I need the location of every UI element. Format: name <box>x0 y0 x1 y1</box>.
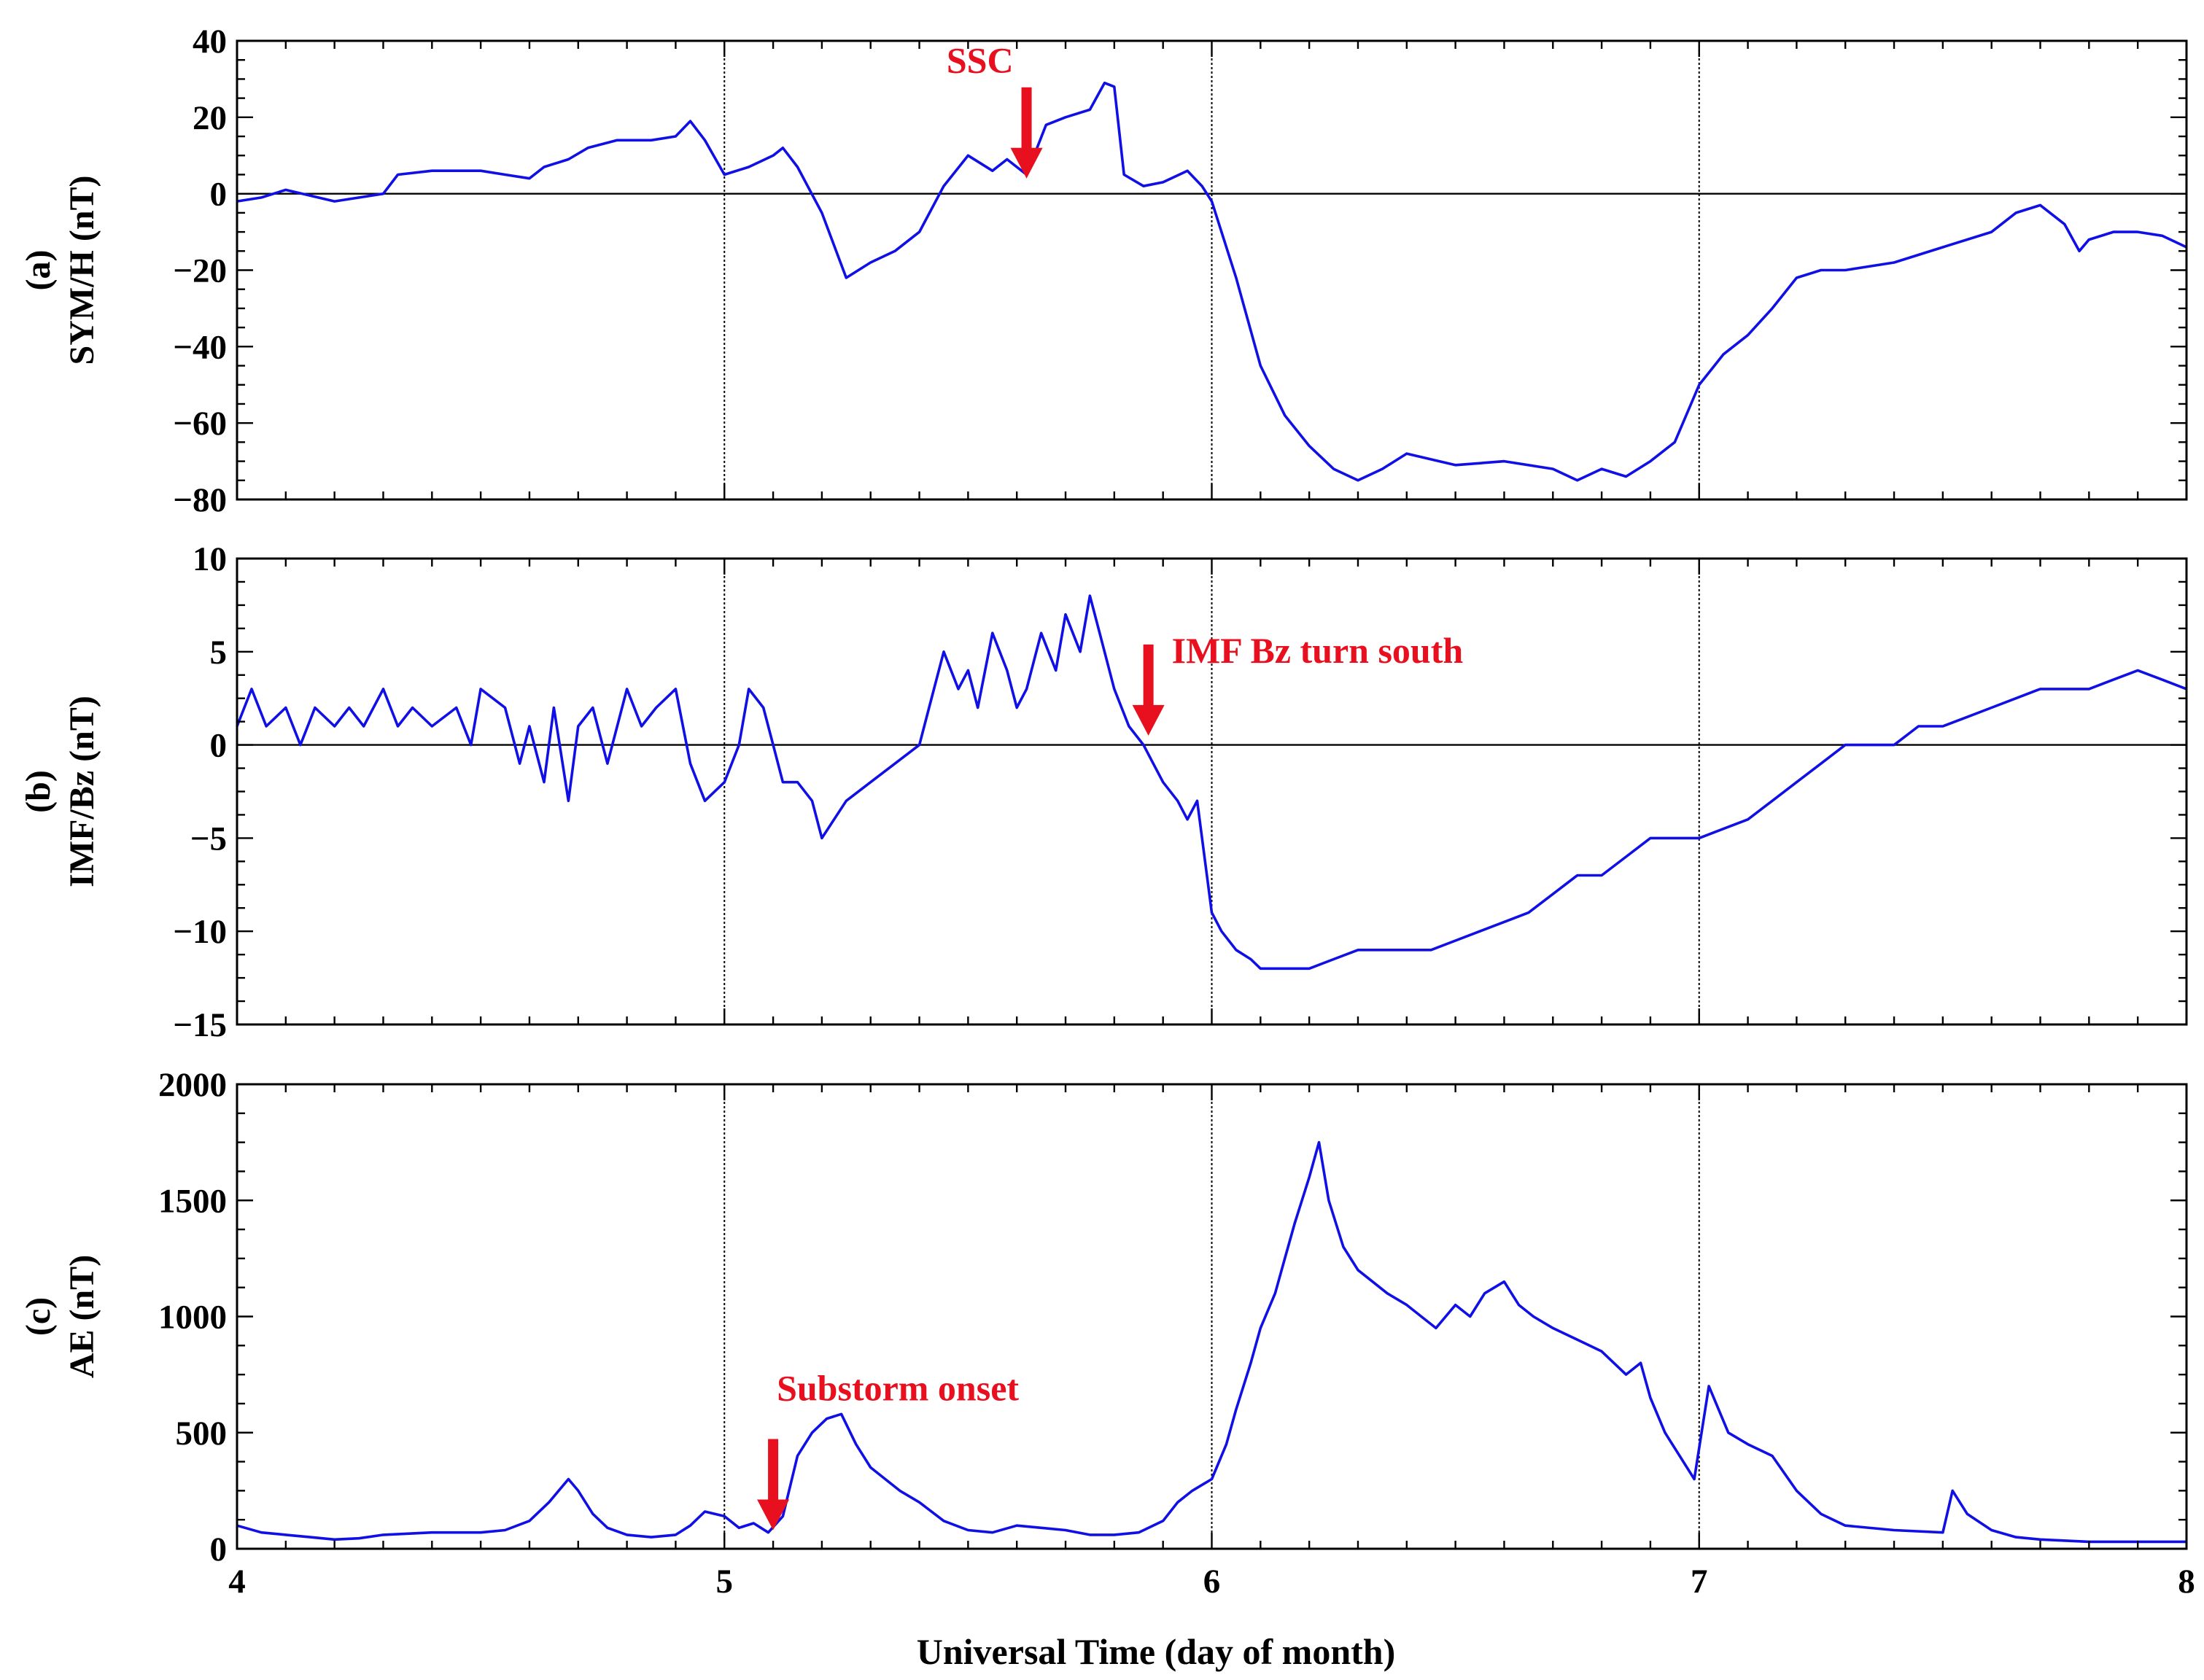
annotation-label: Substorm onset <box>777 1368 1019 1409</box>
annotation-arrow-head <box>1010 147 1043 179</box>
y-tick-label: 0 <box>210 727 228 765</box>
x-tick-label: 7 <box>1691 1563 1708 1601</box>
panel-label: (b) <box>19 770 58 813</box>
y-tick-label: −5 <box>190 820 227 858</box>
y-tick-label: 5 <box>210 634 228 672</box>
x-tick-label: 8 <box>2178 1563 2195 1601</box>
panel-b: −15 −10 −5 0 5 10 IMF/Bz (nT)(b) IMF Bz turn so… <box>19 540 2188 1044</box>
y-tick-label: 40 <box>193 23 227 61</box>
y-tick-label: 0 <box>210 1531 228 1568</box>
y-tick-label: 2000 <box>158 1066 227 1104</box>
y-tick-label: −20 <box>173 252 227 290</box>
y-tick-label: −60 <box>173 405 227 443</box>
y-tick-label: −80 <box>173 481 227 519</box>
y-tick-label: 20 <box>193 99 227 137</box>
y-tick-label: 1500 <box>158 1182 227 1220</box>
x-tick-label: 6 <box>1203 1563 1221 1601</box>
x-axis-label: Universal Time (day of month) <box>917 1631 1396 1672</box>
series-line-c <box>236 1140 2186 1544</box>
y-tick-label: 10 <box>193 540 227 578</box>
series-line-a <box>236 81 2187 482</box>
y-tick-label: −15 <box>173 1006 227 1044</box>
y-axis-label: AE (nT) <box>63 1255 101 1378</box>
x-tick-label: 5 <box>716 1563 734 1601</box>
y-axis-label: SYM/H (nT) <box>63 175 101 365</box>
y-axis-label: IMF/Bz (nT) <box>63 696 101 887</box>
panel-a: −80 −60 −40 −20 0 20 40 SYM/H (nT)(a) SSC <box>19 23 2188 519</box>
x-tick-label: 4 <box>228 1563 246 1601</box>
panel-label: (a) <box>19 250 58 291</box>
y-tick-label: −40 <box>173 328 227 366</box>
annotation-arrow-head <box>1132 704 1165 736</box>
y-tick-label: 1000 <box>158 1299 227 1337</box>
y-tick-label: 0 <box>210 176 228 214</box>
panel-label: (c) <box>19 1297 58 1336</box>
panel-c: 0 500 1000 1500 2000 AE (nT)(c) Substorm onset… <box>19 1066 2195 1601</box>
series-line-b <box>236 594 2187 971</box>
y-tick-label: 500 <box>176 1415 228 1452</box>
annotation-label: SSC <box>947 40 1014 81</box>
annotation-label: IMF Bz turn south <box>1172 630 1464 671</box>
y-tick-label: −10 <box>173 913 227 951</box>
annotation-arrow-head <box>757 1499 790 1531</box>
